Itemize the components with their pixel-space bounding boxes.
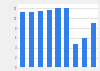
Bar — [20, 12, 26, 67]
Bar — [90, 23, 96, 67]
Bar — [64, 8, 69, 67]
Bar — [29, 12, 34, 67]
Bar — [47, 10, 52, 67]
Bar — [82, 38, 87, 67]
Bar — [73, 44, 78, 67]
Bar — [55, 8, 61, 67]
Bar — [38, 11, 43, 67]
